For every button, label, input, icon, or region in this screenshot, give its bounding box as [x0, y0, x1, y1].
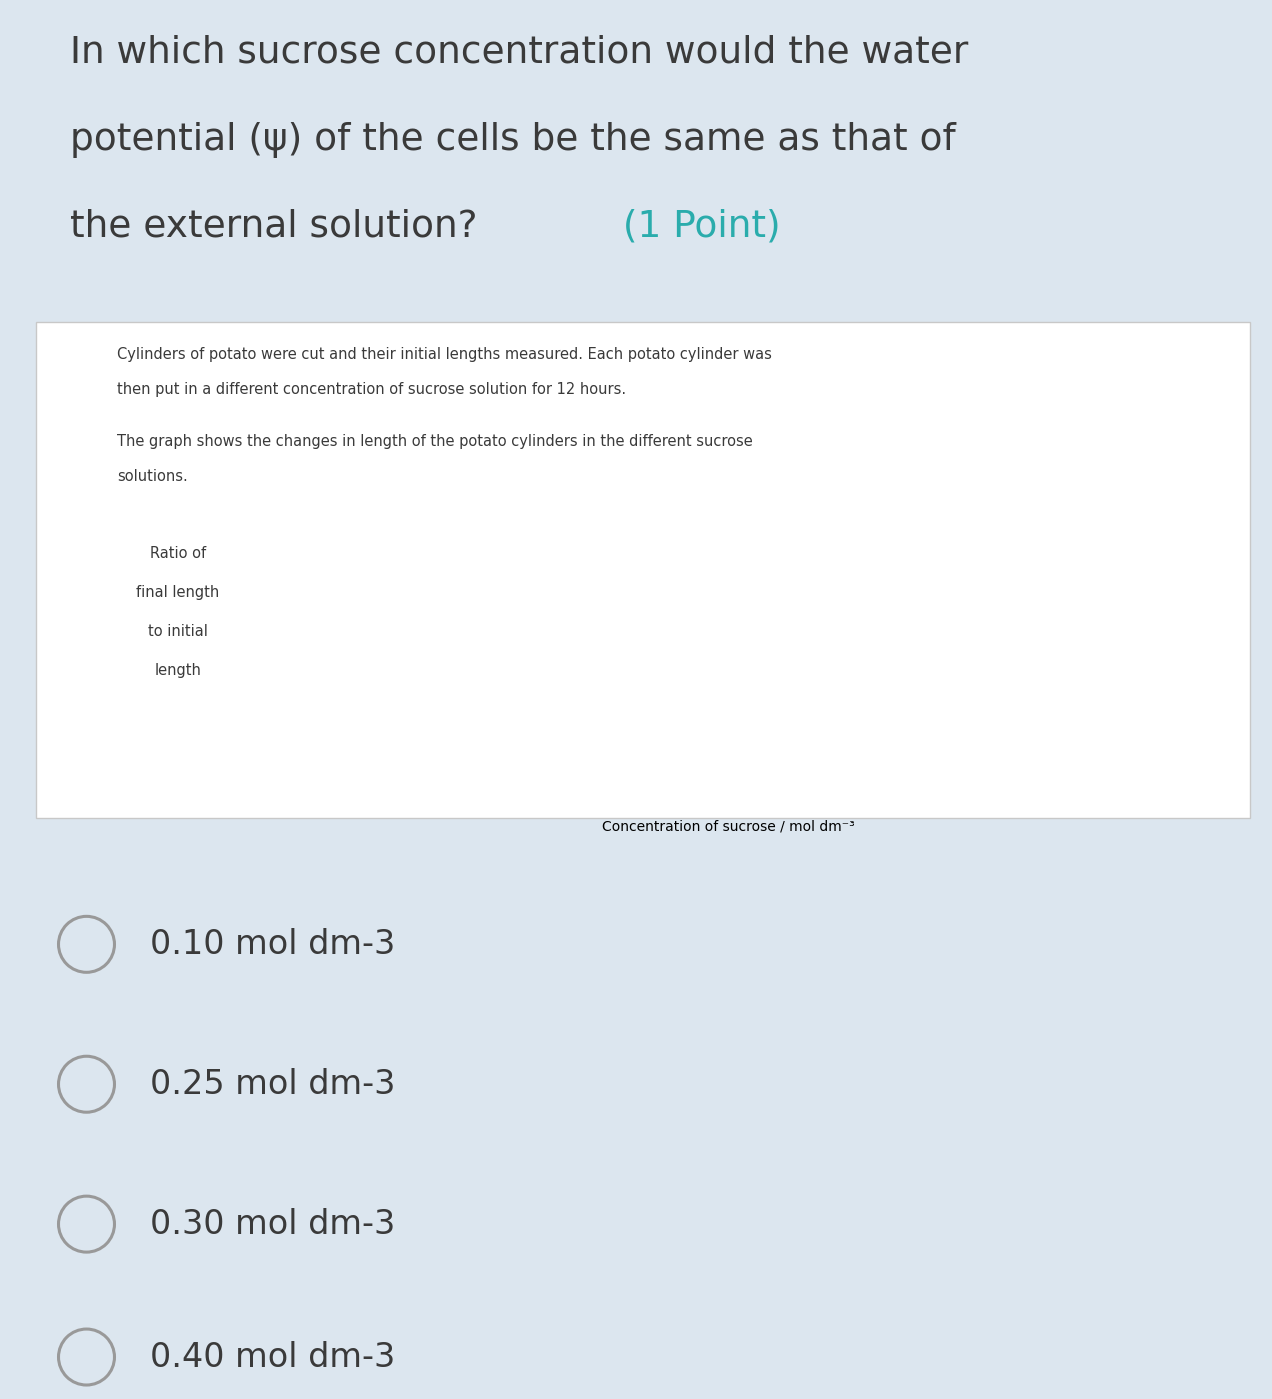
Text: In which sucrose concentration would the water: In which sucrose concentration would the…: [70, 35, 968, 71]
Text: 0.30 mol dm-3: 0.30 mol dm-3: [150, 1207, 396, 1241]
Text: the external solution?: the external solution?: [70, 208, 477, 245]
Text: potential (ψ) of the cells be the same as that of: potential (ψ) of the cells be the same a…: [70, 122, 955, 158]
Text: Ratio of: Ratio of: [150, 546, 206, 561]
Text: Cylinders of potato were cut and their initial lengths measured. Each potato cyl: Cylinders of potato were cut and their i…: [117, 347, 772, 362]
Text: final length: final length: [136, 585, 220, 600]
Text: to initial: to initial: [148, 624, 209, 639]
Text: 0.40 mol dm-3: 0.40 mol dm-3: [150, 1340, 396, 1374]
Text: length: length: [155, 663, 201, 679]
Text: (1 Point): (1 Point): [611, 208, 780, 245]
Text: solutions.: solutions.: [117, 469, 188, 484]
Text: 0.10 mol dm-3: 0.10 mol dm-3: [150, 928, 396, 961]
X-axis label: Concentration of sucrose / mol dm⁻³: Concentration of sucrose / mol dm⁻³: [602, 820, 855, 834]
Text: then put in a different concentration of sucrose solution for 12 hours.: then put in a different concentration of…: [117, 382, 626, 397]
Text: 0.25 mol dm-3: 0.25 mol dm-3: [150, 1067, 396, 1101]
Text: The graph shows the changes in length of the potato cylinders in the different s: The graph shows the changes in length of…: [117, 434, 753, 449]
